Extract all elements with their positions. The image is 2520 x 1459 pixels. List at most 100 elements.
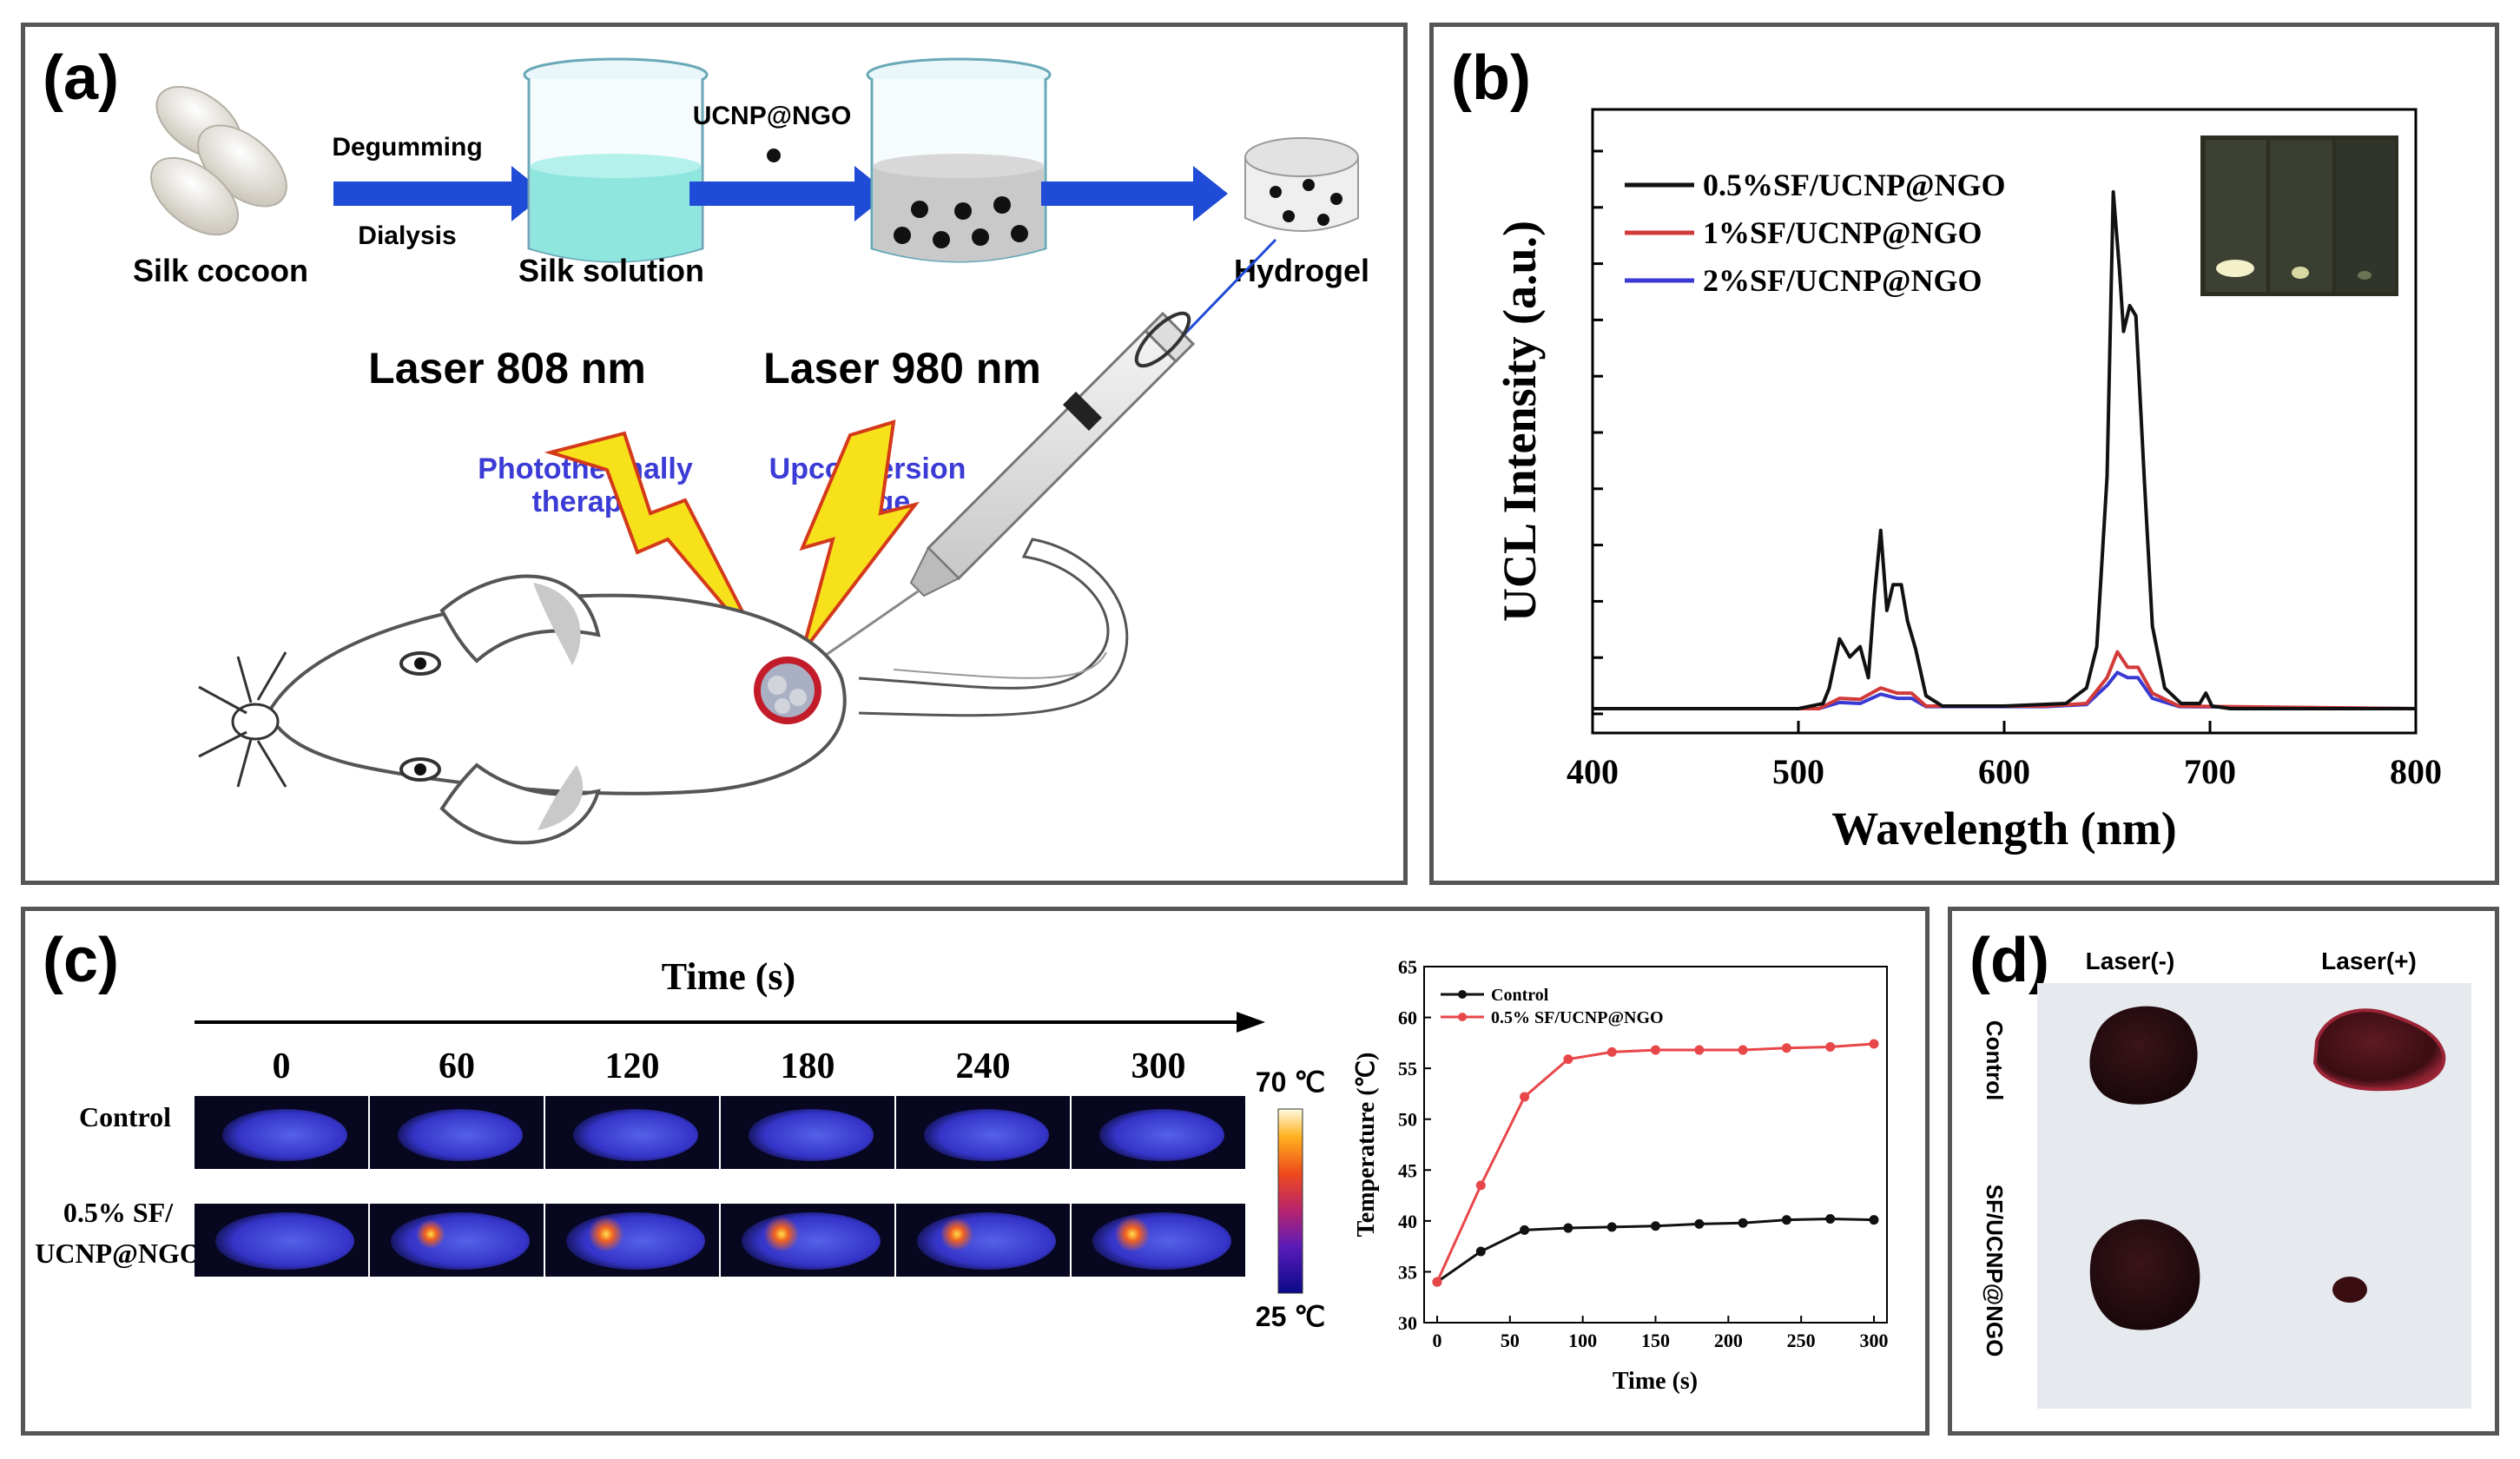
temperature-y-axis-label: Temperature (℃) [1353, 1053, 1380, 1238]
temp-data-point [1825, 1042, 1836, 1053]
time-label: 180 [781, 1046, 835, 1086]
ucl-legend-label: 0.5%SF/UCNP@NGO [1703, 168, 2006, 202]
panel-d: (d) Laser(-) Laser(+) Control SF/UCNP@NG… [1948, 907, 2499, 1436]
temp-x-tick-label: 250 [1787, 1330, 1816, 1351]
thermal-mouse-control [222, 1109, 347, 1161]
syringe-icon [810, 311, 1196, 667]
temp-y-tick-label: 45 [1398, 1159, 1417, 1181]
temp-x-tick-label: 300 [1860, 1330, 1889, 1351]
row-sample-label-1: 0.5% SF/ [63, 1197, 174, 1228]
mouse-illustration [198, 538, 1129, 845]
thermal-hot-spot [1114, 1216, 1151, 1252]
ucl-x-axis-label: Wavelength (nm) [1831, 802, 2177, 855]
beaker-silk-solution-icon [523, 57, 709, 263]
thermal-mouse-sample [1092, 1212, 1231, 1270]
temperature-x-axis-label: Time (s) [1613, 1368, 1698, 1395]
process-arrow-3 [1041, 166, 1228, 221]
thermal-hot-spot [588, 1216, 624, 1252]
temp-x-tick-label: 150 [1641, 1330, 1670, 1351]
temp-legend-marker [1458, 990, 1467, 999]
thermal-mouse-control [924, 1109, 1049, 1161]
silk-solution-label: Silk solution [518, 253, 704, 288]
temp-y-tick-label: 65 [1398, 956, 1417, 978]
thermal-mouse-control [749, 1109, 874, 1161]
panel-a-schematic: Silk cocoon Degumming Dialysis Silk solu… [133, 57, 1369, 845]
thermal-mouse-sample [215, 1212, 354, 1270]
tumor-control-laser-plus [2312, 1008, 2446, 1092]
laser-980-bolt-icon [799, 419, 920, 654]
temp-data-point [1475, 1246, 1486, 1257]
panel-a-label: (a) [43, 43, 119, 113]
scale-max-label: 70 ℃ [1256, 1066, 1325, 1098]
thermal-mouse-sample [917, 1212, 1056, 1270]
hydrogel-icon [1244, 137, 1359, 232]
temp-y-tick-label: 55 [1398, 1058, 1417, 1079]
silk-cocoon-icon [149, 85, 287, 236]
temp-data-point [1606, 1046, 1617, 1057]
thermal-mouse-control [398, 1109, 523, 1161]
row-control-label: Control [79, 1101, 171, 1132]
panel-d-photo: Laser(-) Laser(+) Control SF/UCNP@NGO [1982, 947, 2471, 1409]
panel-c-label: (c) [43, 926, 119, 995]
ucl-legend-label: 1%SF/UCNP@NGO [1703, 215, 1982, 250]
temp-data-point [1694, 1218, 1705, 1229]
temp-legend-label: 0.5% SF/UCNP@NGO [1491, 1008, 1664, 1027]
tumor-sample-laser-plus [2332, 1277, 2367, 1303]
temp-data-point [1651, 1221, 1660, 1231]
temp-data-point [1563, 1223, 1573, 1233]
thermal-hot-spot [940, 1217, 974, 1251]
dialysis-label: Dialysis [358, 221, 456, 250]
process-arrow-2 [689, 166, 889, 221]
temp-data-point [1520, 1092, 1530, 1102]
ucl-y-axis-label: UCL Intensity (a.u.) [1494, 221, 1546, 622]
time-label: 0 [273, 1046, 291, 1086]
temp-data-point [1432, 1277, 1442, 1287]
thermal-mouse-sample [742, 1212, 881, 1270]
temp-data-point [1781, 1043, 1791, 1053]
laser-980-label: Laser 980 nm [763, 344, 1041, 393]
temp-y-tick-label: 60 [1398, 1007, 1417, 1029]
thermal-mouse-control [573, 1109, 698, 1161]
ucl-x-tick-label: 500 [1772, 752, 1824, 791]
temp-legend-label: Control [1491, 986, 1549, 1005]
panel-b-label: (b) [1451, 43, 1531, 113]
ucl-x-tick-label: 400 [1567, 752, 1619, 791]
thermal-mouse-control [1099, 1109, 1224, 1161]
ucl-series-line [1593, 650, 2417, 710]
tumor-sample-laser-minus [2089, 1218, 2200, 1330]
thermal-mouse-sample [391, 1212, 530, 1270]
temp-x-tick-label: 200 [1714, 1330, 1743, 1351]
beaker-mixture-icon [866, 57, 1052, 263]
temp-y-tick-label: 30 [1398, 1312, 1417, 1334]
temp-data-point [1520, 1225, 1530, 1235]
ucl-x-tick-label: 700 [2184, 752, 2236, 791]
time-label: 60 [439, 1046, 475, 1086]
ucl-x-tick-label: 800 [2390, 752, 2442, 791]
time-label: 300 [1131, 1046, 1186, 1086]
temp-data-point [1738, 1218, 1748, 1228]
temp-y-tick-label: 40 [1398, 1211, 1417, 1232]
temp-x-tick-label: 50 [1501, 1330, 1520, 1351]
nanoparticle-dot-icon [767, 149, 781, 162]
panel-c: (c) Time (s) 0 60 120 180 240 300 Control 0.5… [21, 907, 1930, 1436]
temp-data-point [1651, 1045, 1660, 1055]
temp-y-tick-label: 35 [1398, 1261, 1417, 1283]
ucl-spectrum-chart: 400 500 600 700 800 0.5%SF/UCNP@NGO 1%SF/UCNP… [1494, 108, 2442, 855]
temp-legend-marker [1458, 1013, 1467, 1021]
thermal-hot-spot [763, 1216, 800, 1252]
hydrogel-label: Hydrogel [1234, 253, 1369, 288]
thermal-hot-spot [416, 1219, 445, 1249]
row-sample-label-2: UCNP@NGO [35, 1238, 201, 1269]
silk-cocoon-label: Silk cocoon [133, 253, 308, 288]
panel-c-figure: Time (s) 0 60 120 180 240 300 Control 0.5% SF… [35, 955, 1889, 1395]
time-axis-title: Time (s) [662, 955, 795, 998]
panel-a: (a) Silk cocoon Degumming Dialysis [21, 23, 1408, 885]
time-axis-arrowhead [1237, 1012, 1265, 1033]
temp-data-point [1563, 1054, 1573, 1065]
temperature-color-scale [1277, 1108, 1303, 1294]
process-arrow-1 [333, 166, 546, 221]
row-sample-label-d: SF/UCNP@NGO [1982, 1185, 2008, 1357]
col-laser-plus-label: Laser(+) [2321, 947, 2417, 974]
row-control-label-d: Control [1982, 1020, 2008, 1100]
ucl-series-line [1593, 190, 2416, 710]
